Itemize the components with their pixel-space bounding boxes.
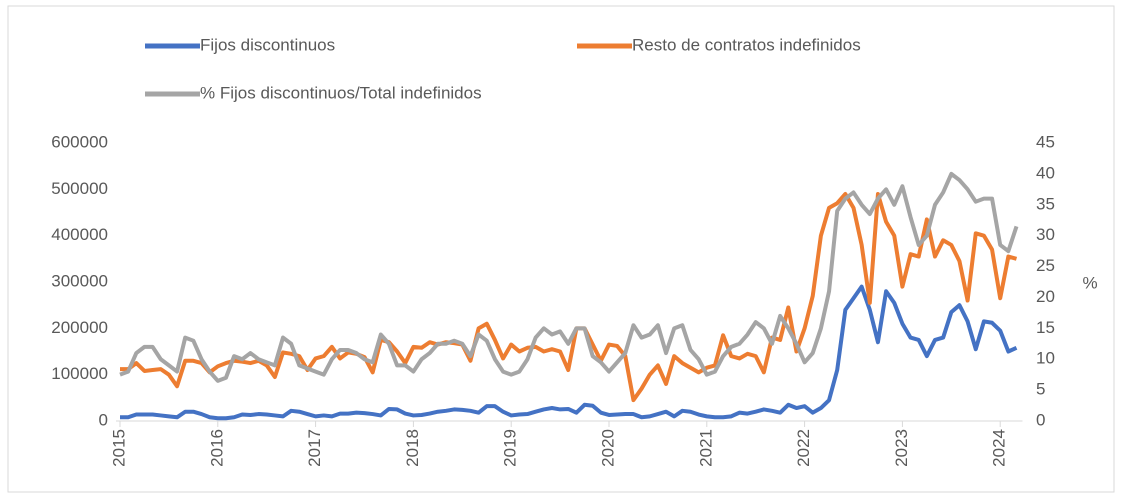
y2-tick-label: 35 <box>1036 194 1055 213</box>
x-tick-label: 2019 <box>501 429 520 467</box>
legend-label: Resto de contratos indefinidos <box>632 35 861 54</box>
y-tick-label: 200000 <box>51 318 108 337</box>
y2-tick-label: 5 <box>1036 380 1045 399</box>
x-tick-label: 2021 <box>696 429 715 467</box>
x-tick-label: 2024 <box>990 429 1009 467</box>
x-tick-label: 2017 <box>305 429 324 467</box>
legend-label: Fijos discontinuos <box>200 35 335 54</box>
series-line <box>119 171 1019 383</box>
y2-tick-label: 0 <box>1036 410 1045 429</box>
y2-axis-label: % <box>1082 273 1097 292</box>
y-tick-label: 600000 <box>51 132 108 151</box>
y-tick-label: 100000 <box>51 364 108 383</box>
y2-tick-label: 20 <box>1036 287 1055 306</box>
y2-tick-label: 45 <box>1036 132 1055 151</box>
chart-border <box>7 5 1115 493</box>
y2-tick-label: 25 <box>1036 256 1055 275</box>
x-tick-label: 2015 <box>109 429 128 467</box>
x-tick-label: 2022 <box>794 429 813 467</box>
x-tick-label: 2020 <box>598 429 617 467</box>
x-tick-label: 2023 <box>892 429 911 467</box>
y-tick-label: 400000 <box>51 225 108 244</box>
series-line <box>120 284 1018 421</box>
y-tick-label: 300000 <box>51 271 108 290</box>
y2-tick-label: 15 <box>1036 318 1055 337</box>
x-tick-label: 2018 <box>403 429 422 467</box>
y2-tick-label: 10 <box>1036 349 1055 368</box>
y-tick-label: 0 <box>99 410 108 429</box>
x-tick-label: 2016 <box>207 429 226 467</box>
y-tick-label: 500000 <box>51 179 108 198</box>
y2-tick-label: 40 <box>1036 163 1055 182</box>
series-line <box>120 191 1018 403</box>
legend-label: % Fijos discontinuos/Total indefinidos <box>200 83 482 102</box>
y2-tick-label: 30 <box>1036 225 1055 244</box>
